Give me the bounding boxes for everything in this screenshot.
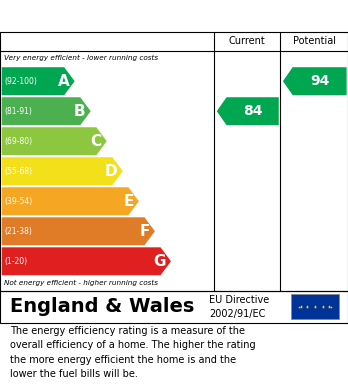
Text: (69-80): (69-80) bbox=[4, 137, 32, 146]
Text: Not energy efficient - higher running costs: Not energy efficient - higher running co… bbox=[4, 280, 158, 287]
Text: (39-54): (39-54) bbox=[4, 197, 32, 206]
Polygon shape bbox=[2, 187, 139, 215]
Text: (55-68): (55-68) bbox=[4, 167, 32, 176]
Polygon shape bbox=[2, 217, 155, 245]
Text: (92-100): (92-100) bbox=[4, 77, 37, 86]
Text: D: D bbox=[105, 164, 118, 179]
Polygon shape bbox=[283, 67, 347, 95]
Text: E: E bbox=[123, 194, 134, 209]
Text: England & Wales: England & Wales bbox=[10, 297, 195, 316]
Text: Energy Efficiency Rating: Energy Efficiency Rating bbox=[10, 9, 220, 23]
Text: (21-38): (21-38) bbox=[4, 227, 32, 236]
Polygon shape bbox=[2, 157, 123, 185]
Text: Current: Current bbox=[229, 36, 266, 47]
Polygon shape bbox=[2, 127, 107, 155]
Text: 84: 84 bbox=[243, 104, 262, 118]
Polygon shape bbox=[2, 97, 91, 125]
Polygon shape bbox=[217, 97, 279, 125]
Text: A: A bbox=[58, 74, 70, 89]
Text: 94: 94 bbox=[310, 74, 329, 88]
Text: B: B bbox=[74, 104, 86, 119]
Bar bbox=[291, 294, 339, 319]
Text: G: G bbox=[153, 254, 166, 269]
Polygon shape bbox=[2, 248, 171, 275]
Text: F: F bbox=[139, 224, 150, 239]
Text: C: C bbox=[90, 134, 102, 149]
Text: (1-20): (1-20) bbox=[4, 257, 27, 266]
Polygon shape bbox=[2, 67, 74, 95]
Text: (81-91): (81-91) bbox=[4, 107, 32, 116]
Text: Potential: Potential bbox=[293, 36, 335, 47]
Text: EU Directive
2002/91/EC: EU Directive 2002/91/EC bbox=[209, 294, 269, 319]
Text: The energy efficiency rating is a measure of the
overall efficiency of a home. T: The energy efficiency rating is a measur… bbox=[10, 326, 256, 379]
Text: Very energy efficient - lower running costs: Very energy efficient - lower running co… bbox=[4, 56, 158, 61]
